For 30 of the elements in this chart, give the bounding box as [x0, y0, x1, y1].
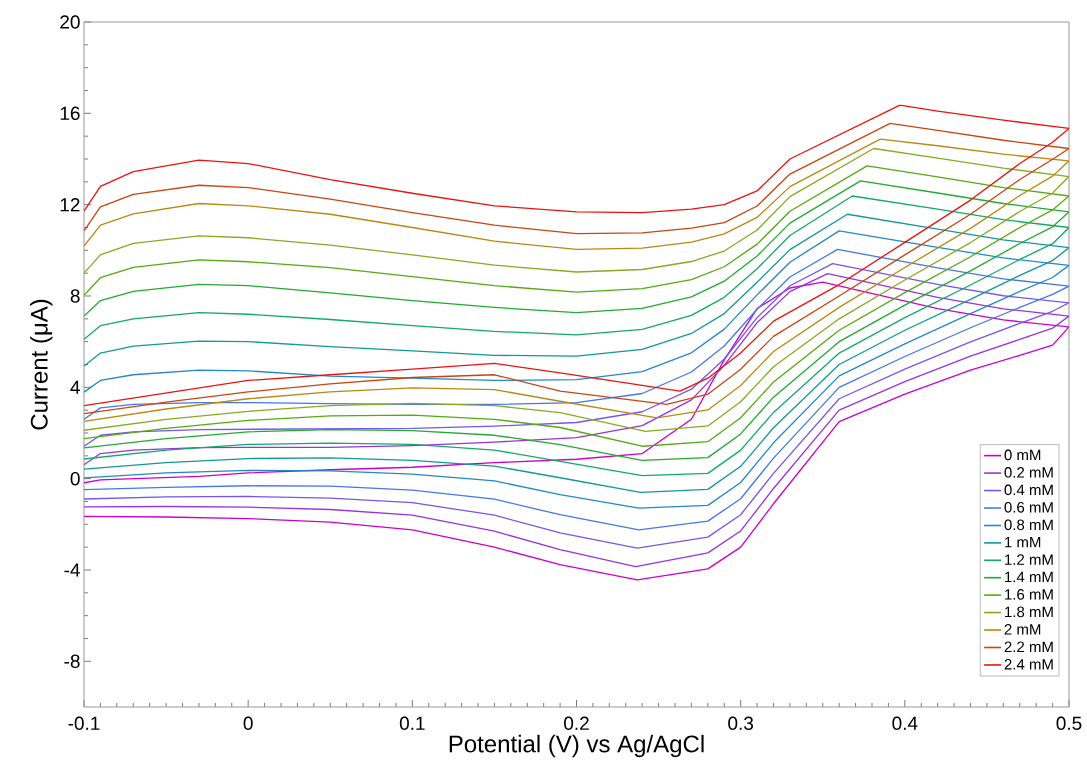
y-axis-title: Current (μA)	[30, 299, 53, 430]
y-tick-label: 0	[70, 471, 80, 486]
y-tick-label: 16	[60, 106, 80, 121]
legend-label: 0.2 mM	[1004, 467, 1053, 478]
y-tick-label: 8	[70, 289, 80, 303]
legend-label: 1.8 mM	[1005, 606, 1053, 618]
legend-label: 1.2 mM	[1005, 554, 1053, 565]
y-tick-label: 20	[60, 15, 80, 29]
legend-label: 0 mM	[1004, 449, 1041, 461]
legend-label: 1.6 mM	[1005, 589, 1053, 600]
legend-label: 2.4 mM	[1004, 658, 1053, 670]
y-tick-label: 4	[70, 380, 80, 394]
legend-label: 0.4 mM	[1004, 484, 1053, 496]
x-tick-label: 0.5	[1056, 716, 1082, 730]
x-tick-label: -0.1	[68, 716, 100, 730]
legend-label: 2.2 mM	[1004, 641, 1053, 652]
legend-label: 1.4 mM	[1005, 571, 1053, 583]
y-tick-label: -4	[64, 563, 80, 577]
legend-label: 0.6 mM	[1004, 502, 1053, 513]
x-tick-label: 0.2	[564, 716, 589, 730]
x-tick-label: 0.4	[892, 716, 918, 730]
legend-label: 2 mM	[1004, 624, 1041, 635]
y-tick-label: 12	[60, 198, 80, 212]
x-axis-title: Potential (V) vs Ag/AgCl	[449, 734, 704, 758]
legend-label: 1 mM	[1005, 536, 1041, 548]
x-tick-label: 0.1	[399, 716, 425, 730]
legend-label: 0.8 mM	[1004, 519, 1053, 531]
x-tick-label: 0.3	[728, 716, 754, 730]
x-tick-label: 0	[243, 716, 253, 730]
y-tick-label: -8	[64, 654, 80, 669]
